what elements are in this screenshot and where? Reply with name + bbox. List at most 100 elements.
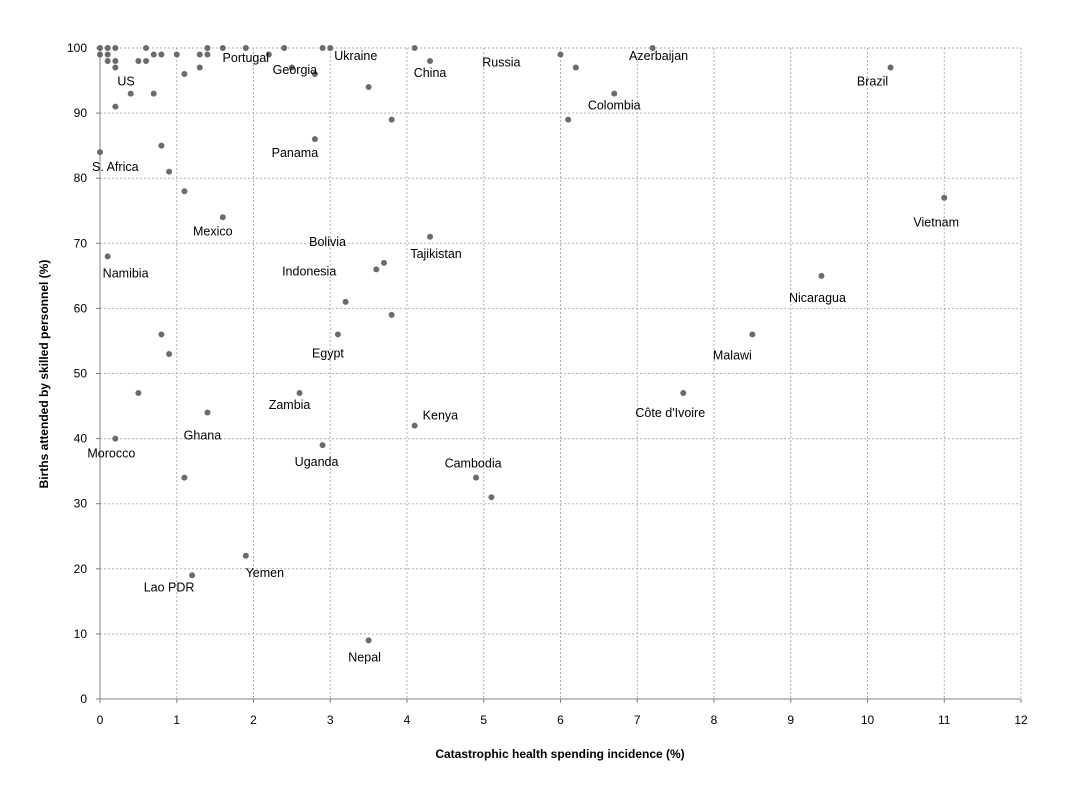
data-point bbox=[104, 58, 111, 65]
data-point bbox=[104, 45, 111, 51]
point-label: Namibia bbox=[103, 266, 149, 280]
data-point bbox=[166, 168, 173, 175]
data-point bbox=[365, 84, 372, 91]
data-point bbox=[181, 188, 188, 195]
data-point bbox=[189, 572, 196, 579]
point-label: Bolivia bbox=[309, 235, 346, 249]
data-point bbox=[166, 350, 173, 357]
data-point bbox=[288, 64, 295, 71]
data-point bbox=[265, 51, 272, 58]
data-point bbox=[97, 45, 103, 51]
point-label: Egypt bbox=[312, 346, 344, 360]
point-label: Tajikistan bbox=[410, 247, 461, 261]
data-point bbox=[565, 116, 572, 123]
point-label: Nicaragua bbox=[789, 291, 846, 305]
x-tick-label: 2 bbox=[250, 713, 257, 727]
data-point bbox=[342, 298, 349, 305]
axes bbox=[96, 47, 1022, 703]
data-point bbox=[611, 90, 618, 97]
x-tick-label: 8 bbox=[711, 713, 718, 727]
point-label: Panama bbox=[272, 146, 319, 160]
x-tick-label: 1 bbox=[173, 713, 180, 727]
point-label: Cambodia bbox=[445, 457, 502, 471]
grid bbox=[100, 47, 1022, 699]
y-tick-label: 60 bbox=[74, 301, 88, 315]
point-label: Colombia bbox=[588, 99, 641, 113]
data-point bbox=[127, 90, 134, 97]
point-label: Portugal bbox=[223, 51, 270, 65]
data-point bbox=[112, 435, 119, 442]
point-label: Azerbaijan bbox=[629, 49, 688, 63]
data-point bbox=[158, 142, 165, 149]
data-point bbox=[112, 103, 119, 110]
data-point bbox=[334, 331, 341, 338]
data-point bbox=[680, 390, 687, 397]
data-point bbox=[204, 45, 211, 51]
data-point bbox=[150, 90, 157, 97]
point-label: Mexico bbox=[193, 224, 233, 238]
data-point bbox=[311, 71, 318, 78]
y-tick-label: 90 bbox=[74, 106, 88, 120]
point-label: Malawi bbox=[713, 348, 752, 362]
data-point bbox=[427, 233, 434, 240]
data-point bbox=[572, 64, 579, 71]
x-tick-label: 11 bbox=[938, 713, 951, 727]
data-point bbox=[380, 259, 387, 266]
data-point bbox=[411, 422, 418, 429]
data-point bbox=[112, 45, 119, 51]
data-point bbox=[112, 64, 119, 71]
data-point bbox=[143, 45, 150, 51]
y-axis-title: Births attended by skilled personnel (%) bbox=[37, 260, 51, 489]
data-point bbox=[135, 390, 142, 397]
data-point bbox=[427, 58, 434, 65]
y-tick-label: 20 bbox=[74, 562, 88, 576]
data-point bbox=[242, 552, 249, 559]
x-tick-label: 7 bbox=[634, 713, 641, 727]
point-label: Brazil bbox=[857, 75, 888, 89]
data-point bbox=[158, 331, 165, 338]
data-point bbox=[557, 51, 564, 58]
data-point bbox=[887, 64, 894, 71]
data-point bbox=[150, 51, 157, 58]
data-point bbox=[219, 214, 226, 221]
point-label: Kenya bbox=[423, 409, 458, 423]
y-tick-label: 0 bbox=[80, 692, 87, 706]
data-point bbox=[135, 58, 142, 65]
data-point bbox=[219, 45, 226, 51]
data-point bbox=[941, 194, 948, 201]
data-point bbox=[181, 474, 188, 481]
data-point bbox=[373, 266, 380, 273]
y-tick-labels: 0 10 20 30 40 50 60 70 80 90 100 bbox=[67, 41, 87, 706]
data-point bbox=[749, 331, 756, 338]
point-label: Morocco bbox=[87, 447, 135, 461]
point-label: Zambia bbox=[269, 398, 311, 412]
point-label: Russia bbox=[482, 56, 520, 70]
data-point bbox=[112, 58, 119, 65]
y-tick-label: 40 bbox=[74, 432, 88, 446]
data-point bbox=[204, 409, 211, 416]
data-point bbox=[649, 45, 656, 51]
data-point bbox=[473, 474, 480, 481]
y-tick-label: 10 bbox=[74, 627, 88, 641]
point-label: S. Africa bbox=[92, 160, 139, 174]
point-label: Vietnam bbox=[913, 216, 959, 230]
data-point bbox=[181, 71, 188, 78]
data-point bbox=[327, 45, 334, 51]
point-label: Côte d'Ivoire bbox=[635, 406, 705, 420]
point-label: US bbox=[117, 75, 134, 89]
x-tick-label: 12 bbox=[1014, 713, 1028, 727]
data-point bbox=[196, 64, 203, 71]
data-point bbox=[97, 149, 103, 156]
data-point bbox=[143, 58, 150, 65]
y-tick-label: 70 bbox=[74, 236, 88, 250]
data-point bbox=[204, 51, 211, 58]
x-axis-title: Catastrophic health spending incidence (… bbox=[435, 747, 684, 761]
data-point bbox=[488, 494, 495, 501]
x-tick-label: 3 bbox=[327, 713, 334, 727]
point-label: China bbox=[414, 66, 447, 80]
x-tick-labels: 0 1 2 3 4 5 6 7 8 9 10 11 12 bbox=[97, 713, 1028, 727]
point-label: Nepal bbox=[348, 650, 381, 664]
x-tick-label: 4 bbox=[404, 713, 411, 727]
